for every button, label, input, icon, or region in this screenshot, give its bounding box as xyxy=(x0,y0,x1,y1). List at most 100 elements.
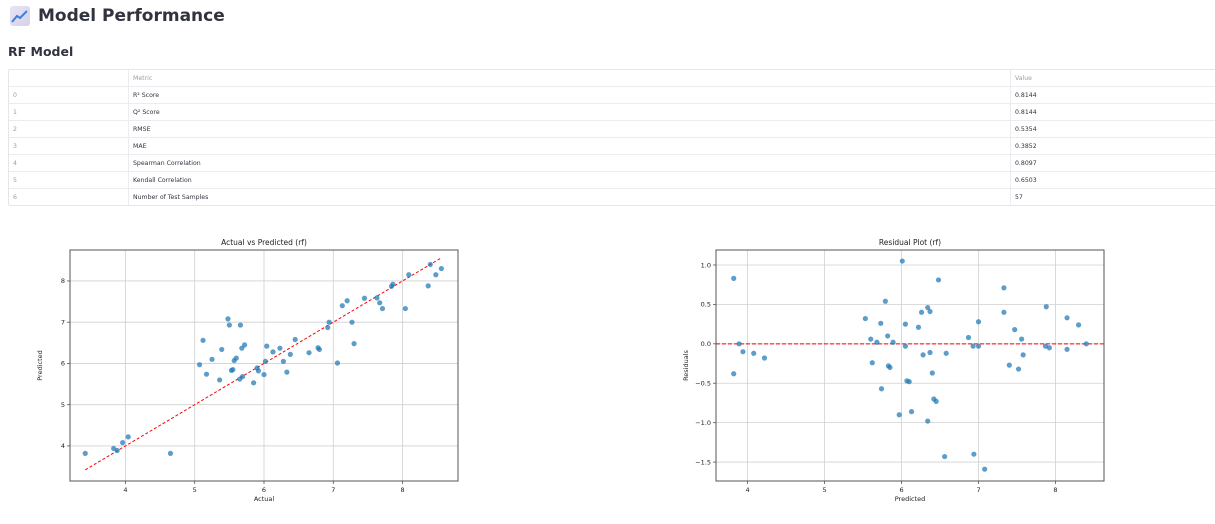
index-header[interactable] xyxy=(9,70,129,87)
table-row: 4 Spearman Correlation 0.8097 xyxy=(9,154,1215,172)
metric-cell[interactable]: Spearman Correlation xyxy=(128,154,1011,172)
data-point xyxy=(280,358,286,364)
data-point xyxy=(908,409,915,415)
x-tick-label: 4 xyxy=(123,486,127,494)
data-point xyxy=(433,272,439,278)
y-axis-label: Predicted xyxy=(36,350,44,381)
x-axis-label: Actual xyxy=(254,495,275,503)
data-point xyxy=(761,355,768,361)
table-row: 2 RMSE 0.5354 xyxy=(9,120,1215,138)
table-row: 0 R² Score 0.8144 xyxy=(9,86,1215,104)
y-tick-label: 8 xyxy=(61,277,65,285)
data-point xyxy=(915,324,922,330)
data-point xyxy=(878,386,885,392)
y-tick-label: 1.0 xyxy=(701,261,711,269)
row-index: 0 xyxy=(9,86,129,104)
chart-title: Residual Plot (rf) xyxy=(879,238,941,247)
value-cell[interactable]: 0.8144 xyxy=(1010,103,1215,121)
table-row: 3 MAE 0.3852 xyxy=(9,137,1215,155)
section-title: RF Model xyxy=(8,44,74,59)
residual-plot-chart: 4 5 6 7 8 −1.5 −1.0 −0.5 0.0 0.5 1.0 Residual Plot… xyxy=(682,238,1105,503)
data-point xyxy=(230,367,236,373)
data-point xyxy=(982,466,988,472)
data-point xyxy=(374,295,380,301)
value-header[interactable]: Value xyxy=(1010,70,1215,87)
y-tick-label: 5 xyxy=(61,401,65,409)
data-point xyxy=(943,350,949,356)
data-point xyxy=(890,339,896,345)
data-point xyxy=(902,321,908,327)
y-tick-label: 7 xyxy=(61,318,65,326)
data-point xyxy=(361,295,368,301)
data-point xyxy=(970,343,976,349)
data-point xyxy=(868,336,874,342)
data-point xyxy=(219,346,225,353)
metric-cell[interactable]: MAE xyxy=(128,137,1011,155)
value-cell[interactable]: 0.3852 xyxy=(1010,137,1215,155)
data-point xyxy=(1075,322,1082,328)
data-point xyxy=(740,349,746,355)
value-cell[interactable]: 57 xyxy=(1010,188,1215,205)
data-point xyxy=(902,343,908,349)
table-row: 5 Kendall Correlation 0.6503 xyxy=(9,171,1215,189)
data-point xyxy=(82,450,88,456)
grid-lines xyxy=(716,250,1104,481)
data-point xyxy=(287,351,293,357)
data-point xyxy=(377,300,383,306)
metric-cell[interactable]: Kendall Correlation xyxy=(128,171,1011,189)
axis-ticks: 4 5 6 7 8 4 5 6 7 8 xyxy=(61,277,405,494)
value-cell[interactable]: 0.8144 xyxy=(1010,86,1215,104)
y-tick-label: 4 xyxy=(61,442,65,450)
data-point xyxy=(239,374,246,380)
data-point xyxy=(334,360,341,366)
y-tick-label: −1.5 xyxy=(695,458,711,466)
value-cell[interactable]: 0.5354 xyxy=(1010,120,1215,138)
x-tick-label: 4 xyxy=(745,486,749,494)
metric-cell[interactable]: Q² Score xyxy=(128,103,1011,121)
data-point xyxy=(344,298,350,304)
metric-cell[interactable]: RMSE xyxy=(128,120,1011,138)
data-point xyxy=(349,319,355,325)
data-point xyxy=(882,298,888,304)
data-point xyxy=(1015,366,1022,372)
data-point xyxy=(874,339,880,345)
value-cell[interactable]: 0.6503 xyxy=(1010,171,1215,189)
data-point xyxy=(1043,304,1049,310)
metric-header[interactable]: Metric xyxy=(128,70,1011,87)
metric-cell[interactable]: Number of Test Samples xyxy=(128,188,1011,205)
plot-frame xyxy=(715,249,1105,482)
row-index: 1 xyxy=(9,103,129,121)
data-point xyxy=(427,261,433,268)
x-tick-label: 8 xyxy=(1053,486,1057,494)
metrics-table[interactable]: Metric Value 0 R² Score 0.8144 1 Q² Scor… xyxy=(8,69,1215,206)
data-point xyxy=(920,352,926,358)
row-index: 4 xyxy=(9,154,129,172)
data-point xyxy=(918,309,925,315)
data-point xyxy=(736,341,742,347)
data-point xyxy=(1064,315,1070,321)
data-point xyxy=(325,324,331,331)
data-point xyxy=(975,343,982,349)
data-point xyxy=(284,369,290,375)
data-point xyxy=(167,450,174,456)
x-tick-label: 7 xyxy=(976,486,980,494)
metric-cell[interactable]: R² Score xyxy=(128,86,1011,104)
x-tick-label: 5 xyxy=(193,486,197,494)
data-point xyxy=(878,320,884,326)
value-cell[interactable]: 0.8097 xyxy=(1010,154,1215,172)
data-point xyxy=(203,371,210,377)
chart-increasing-icon xyxy=(10,6,30,26)
data-point xyxy=(1020,352,1026,358)
data-point xyxy=(120,440,126,446)
grid-lines xyxy=(70,250,458,481)
data-points xyxy=(731,258,1089,472)
data-point xyxy=(351,341,357,347)
data-point xyxy=(896,412,902,418)
page-header: Model Performance xyxy=(10,6,225,26)
data-point xyxy=(975,319,982,325)
x-tick-label: 6 xyxy=(899,486,903,494)
y-tick-label: −0.5 xyxy=(695,380,711,388)
data-point xyxy=(731,275,737,281)
data-point xyxy=(196,362,203,368)
x-tick-label: 5 xyxy=(822,486,826,494)
